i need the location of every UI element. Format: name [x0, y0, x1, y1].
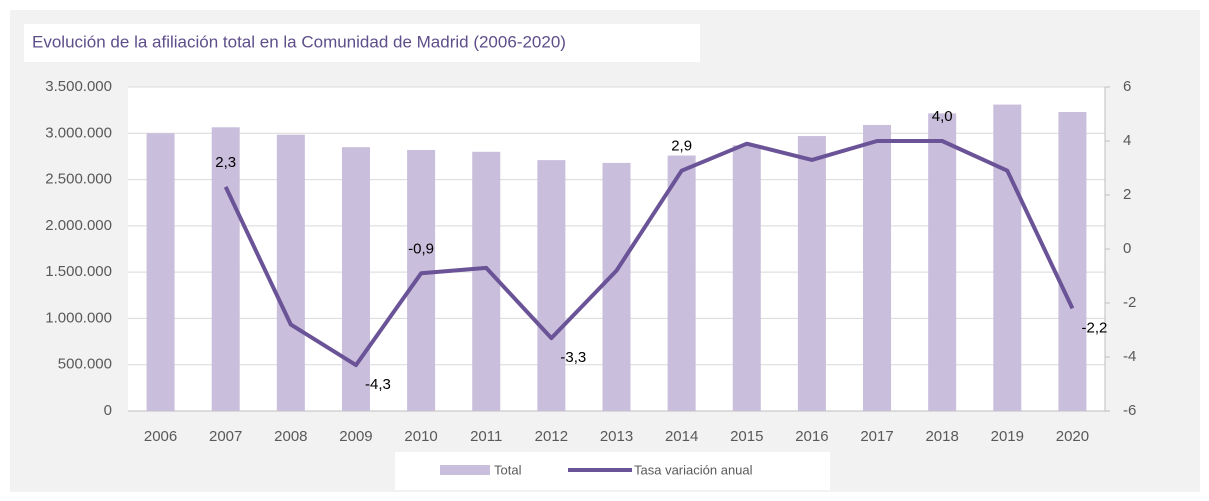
x-tick-label: 2017	[860, 428, 893, 445]
y-tick-label: 3.500.000	[45, 78, 112, 95]
legend-swatch	[440, 465, 490, 475]
bar	[472, 151, 501, 412]
y2-tick-label: 2	[1123, 186, 1131, 203]
data-label: -0,9	[408, 240, 434, 257]
title-box	[24, 24, 700, 62]
bar	[537, 160, 566, 411]
bar	[341, 147, 370, 411]
data-label: -3,3	[560, 349, 586, 366]
y-tick-label: 1.500.000	[45, 263, 112, 280]
bar	[993, 104, 1022, 412]
chart-title: Evolución de la afiliación total en la C…	[32, 32, 566, 51]
x-tick-label: 2018	[925, 428, 958, 445]
bar	[928, 113, 957, 411]
y2-tick-label: -2	[1123, 294, 1136, 311]
y-tick-label: 3.000.000	[45, 124, 112, 141]
x-tick-label: 2013	[600, 428, 633, 445]
bar	[667, 155, 696, 411]
data-label: -4,3	[365, 376, 391, 393]
data-label: 4,0	[932, 108, 953, 125]
y2-tick-label: 0	[1123, 240, 1131, 257]
y-tick-label: 0	[104, 402, 112, 419]
bar	[211, 127, 240, 412]
bar	[797, 136, 826, 411]
legend-label: Tasa variación anual	[634, 462, 753, 477]
y2-tick-label: -6	[1123, 402, 1136, 419]
y-tick-label: 1.000.000	[45, 309, 112, 326]
y-tick-label: 2.000.000	[45, 217, 112, 234]
x-tick-label: 2016	[795, 428, 828, 445]
x-tick-label: 2007	[209, 428, 242, 445]
y2-tick-label: 4	[1123, 132, 1131, 149]
x-tick-label: 2020	[1056, 428, 1089, 445]
y2-tick-label: -4	[1123, 348, 1136, 365]
bar	[732, 145, 761, 411]
x-tick-label: 2019	[991, 428, 1024, 445]
line	[223, 139, 1075, 368]
x-tick-label: 2010	[404, 428, 437, 445]
x-tick-label: 2012	[535, 428, 568, 445]
x-tick-label: 2006	[144, 428, 177, 445]
data-label: -2,2	[1082, 319, 1108, 336]
y2-tick-label: 6	[1123, 78, 1131, 95]
bar	[407, 149, 436, 411]
x-tick-label: 2014	[665, 428, 698, 445]
bar	[276, 134, 305, 411]
bar	[863, 124, 892, 411]
x-tick-label: 2011	[470, 428, 502, 445]
x-tick-label: 2009	[339, 428, 372, 445]
bar	[146, 133, 175, 412]
data-label: 2,9	[671, 138, 692, 155]
legend-label: Total	[494, 462, 522, 477]
bar	[1058, 111, 1087, 411]
bar	[602, 162, 631, 411]
y-tick-label: 2.500.000	[45, 171, 112, 188]
data-label: 2,3	[215, 154, 236, 171]
x-tick-label: 2008	[274, 428, 307, 445]
y-tick-label: 500.000	[58, 356, 112, 373]
x-tick-label: 2015	[730, 428, 763, 445]
